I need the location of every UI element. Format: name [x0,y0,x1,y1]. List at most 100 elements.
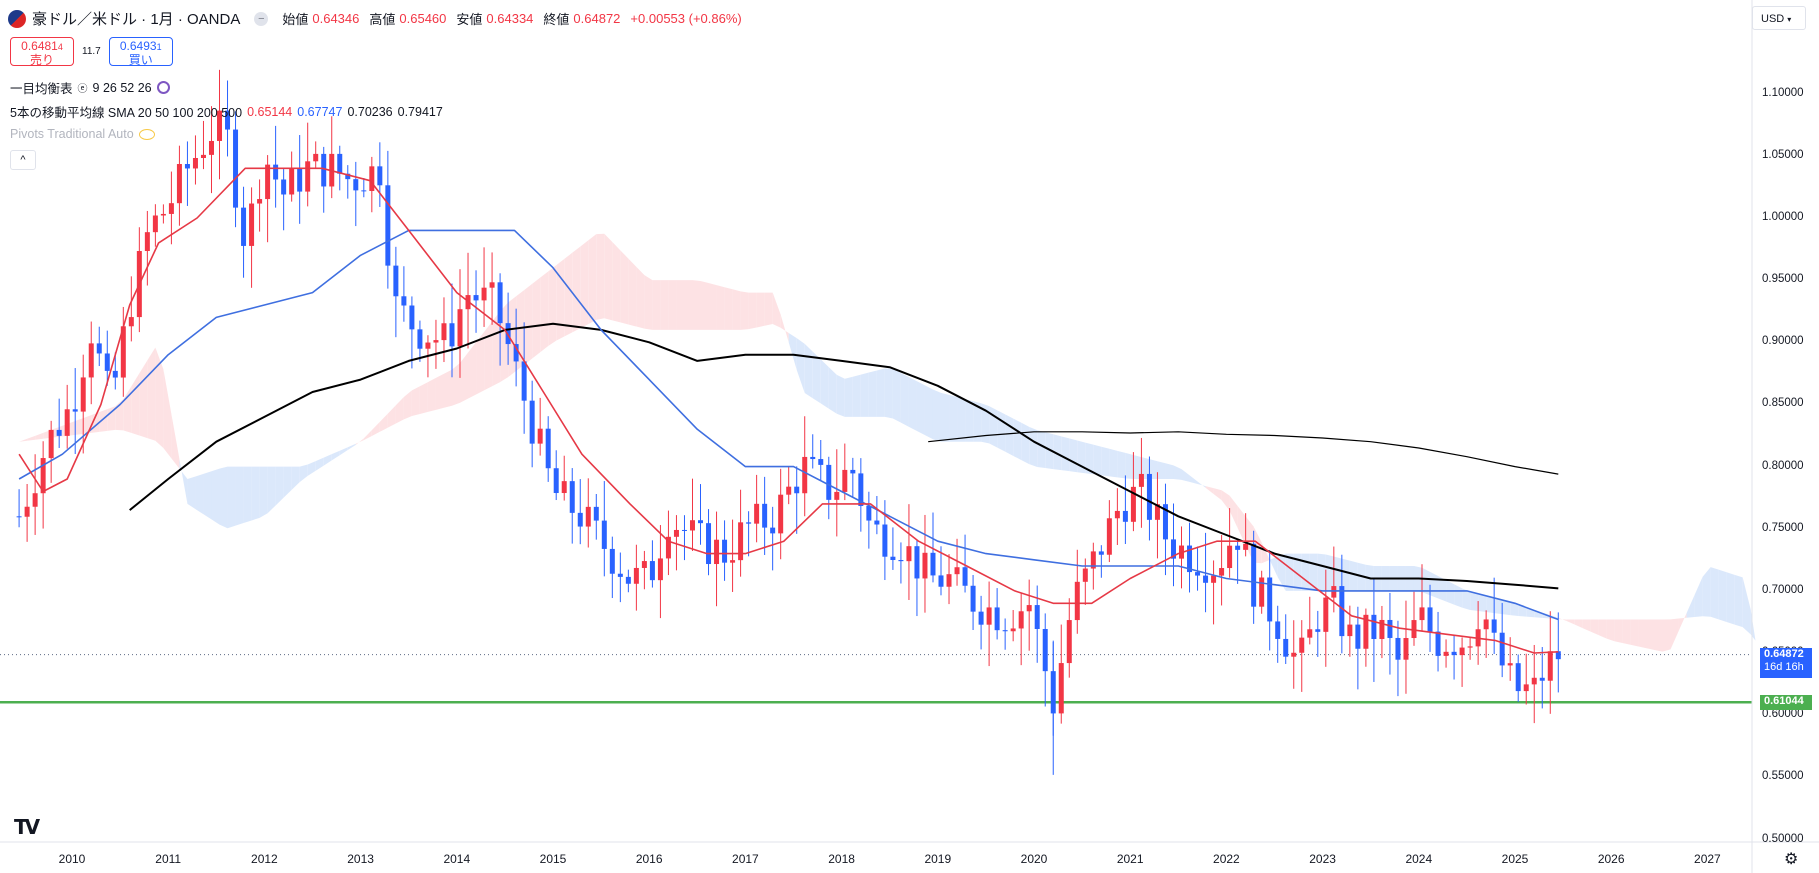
price-tick-label: 0.50000 [1762,832,1804,845]
candle-body [80,377,86,412]
year-tick-label: 2015 [539,852,567,866]
buy-button[interactable]: 0.64931 買い [108,37,173,67]
candle-body [577,512,583,527]
candle-body [48,429,54,459]
candle-body [754,503,760,524]
ichimoku-cloud-segment [243,466,252,524]
candle-body [1042,628,1048,672]
sell-button[interactable]: 0.64814 売り [10,37,74,67]
year-tick-label: 2020 [1020,852,1048,866]
ichimoku-cloud-segment [1614,619,1623,644]
ichimoku-cloud-segment [1590,619,1599,635]
candle-body [200,154,206,158]
ichimoku-cloud-segment [187,476,196,510]
ichimoku-cloud-segment [660,280,669,330]
ichimoku-cloud-segment [900,372,909,427]
candle-body [810,456,816,460]
candle-body [601,520,607,549]
candle-body [1122,510,1128,522]
candle-body [1483,619,1489,630]
pivots-legend[interactable]: Pivots Traditional Auto [10,127,155,141]
price-tick-label: 0.60000 [1762,708,1804,721]
ichimoku-cloud-segment [339,447,348,456]
candle-body [417,329,423,349]
ichimoku-cloud-segment [620,250,629,325]
sma100-line [129,322,1559,590]
candle-body [168,203,174,214]
collapse-legend-button[interactable]: ^ [10,150,36,170]
price-tick-label: 0.95000 [1762,273,1804,286]
candle-body [1443,651,1449,656]
trade-panel: 0.64814 売り 11.7 0.64931 買い [10,37,173,67]
candle-body [1419,607,1425,621]
candle-body [1203,575,1209,583]
ichimoku-cloud-segment [1229,495,1238,529]
ichimoku-cloud-segment [1622,619,1631,645]
ichimoku-cloud-segment [1670,618,1679,650]
ichimoku-cloud-segment [1069,438,1078,473]
candle-body [1138,473,1144,487]
ichimoku-cloud-segment [1181,469,1190,482]
ichimoku-cloud-segment [379,413,388,432]
candle-body [970,585,976,612]
ichimoku-cloud-segment [1293,553,1302,591]
price-tick-label: 1.05000 [1762,148,1804,161]
ichimoku-cloud-segment [524,283,533,365]
year-tick-label: 2013 [347,852,374,866]
ichimoku-legend[interactable]: 一目均衡表 ⓔ 9 26 52 26 [10,78,170,97]
ichimoku-cloud-segment [1726,572,1735,625]
ichimoku-cloud-segment [836,374,845,417]
candle-body [1074,581,1080,621]
sell-label: 売り [29,53,54,67]
ichimoku-cloud-segment [652,280,661,330]
tradingview-logo-icon[interactable]: TV [14,815,40,839]
ichimoku-cloud-segment [468,342,477,399]
ichimoku-cloud-segment [1742,577,1751,635]
ichimoku-cloud-segment [989,406,998,448]
candle-body [1227,545,1233,569]
ichimoku-cloud-segment [1686,595,1695,618]
candle-body [152,215,158,233]
sma-legend[interactable]: 5本の移動平均線 SMA 20 50 100 200 500 0.65144 0… [10,102,443,121]
candle-body [1066,620,1072,664]
candle-body [994,607,1000,631]
low-value: 0.64334 [486,11,534,26]
ichimoku-cloud-segment [1478,593,1487,613]
ichimoku-cloud-segment [604,233,613,321]
candle-body [778,494,784,534]
ichimoku-cloud-segment [628,258,637,327]
price-tick-label: 0.70000 [1762,583,1804,596]
currency-selector[interactable]: USD ▾ [1752,6,1806,30]
candle-body [842,469,848,492]
candle-body [818,459,824,465]
ichimoku-cloud-segment [75,418,84,435]
ichimoku-cloud-segment [1101,446,1110,477]
candle-body [898,560,904,562]
gear-icon[interactable]: ⚙ [1784,851,1799,868]
candle-body [1275,621,1281,639]
ichimoku-cloud-segment [1446,580,1455,605]
ichimoku-cloud-segment [179,459,188,504]
candle-body [1090,551,1096,569]
year-tick-label: 2026 [1597,852,1625,866]
hidden-eye-icon[interactable] [138,128,155,140]
ichimoku-cloud-segment [756,292,765,328]
candle-body [689,520,695,531]
ichimoku-params: 9 26 52 26 [92,80,152,95]
ichimoku-cloud-segment [1654,619,1663,652]
candle-body [345,173,351,180]
more-options-icon[interactable]: − [254,11,269,26]
ichimoku-cloud-segment [419,382,428,414]
chart-header: 豪ドル／米ドル · 1月 · OANDA − 始値 0.64346 高値 0.654… [8,8,742,29]
ichimoku-cloud-segment [564,252,573,337]
candle-body [1523,684,1529,692]
ichimoku-cloud-segment [267,466,276,514]
symbol-title[interactable]: 豪ドル／米ドル · 1月 · OANDA [32,11,241,28]
candle-body [1491,619,1497,633]
ichimoku-cloud-segment [99,409,108,432]
ichimoku-cloud-segment [1662,619,1671,652]
ichimoku-cloud-segment [1093,444,1102,476]
candle-body [1531,677,1537,685]
candle-body [521,361,527,401]
